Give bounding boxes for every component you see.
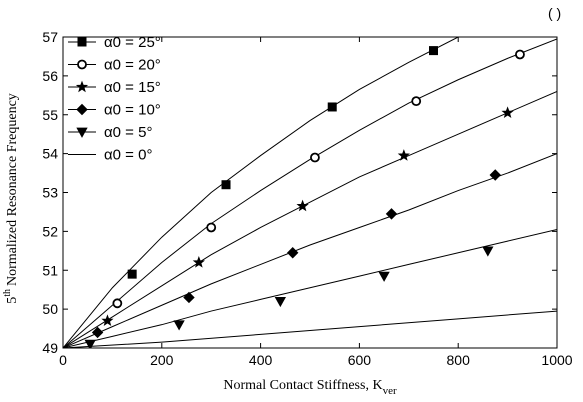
data-point-series-2	[101, 314, 114, 326]
x-tick-label: 400	[249, 352, 273, 368]
ticks-layer: 0 200 400 600 800 1000 49 50 51 52 53 54 55 56 57	[42, 29, 572, 368]
data-point-series-1	[206, 222, 217, 233]
data-point-series-1	[515, 49, 525, 60]
y-tick-label: 53	[42, 185, 58, 201]
data-point-series-2	[501, 106, 514, 119]
y-tick-label: 57	[42, 29, 58, 45]
y-tick-label: 51	[42, 262, 58, 278]
series-line-3	[63, 153, 557, 348]
y-tick-label: 56	[42, 68, 58, 84]
data-point-series-4	[274, 297, 287, 308]
x-tick-label: 1000	[541, 352, 572, 368]
series-line-1	[63, 38, 557, 348]
data-point-series-4	[173, 320, 185, 331]
data-point-series-2	[192, 256, 205, 268]
x-tick-label: 200	[150, 352, 174, 368]
data-point-series-0	[327, 102, 337, 112]
legend-label-0: α0 = 25°	[104, 34, 161, 51]
legend-label-1: α0 = 20°	[104, 57, 161, 74]
y-axis-label-main: Normalized Resonance Frequency	[5, 93, 20, 286]
legend-label-4: α0 = 5°	[104, 124, 152, 141]
y-tick-label: 50	[42, 301, 58, 317]
data-point-series-3	[287, 247, 299, 259]
series-line-2	[63, 90, 557, 348]
legend-marker-1	[77, 59, 87, 70]
legend-label-2: α0 = 15°	[104, 79, 161, 96]
y-tick-label: 54	[42, 146, 58, 162]
data-point-series-4	[84, 339, 96, 348]
series-layer	[63, 37, 557, 348]
x-tick-label: 600	[348, 352, 372, 368]
y-axis-label-lead: 5	[5, 297, 20, 304]
x-axis-label: Normal Contact Stiffness, Kver	[223, 378, 397, 397]
x-axis-label-subscript: ver	[383, 385, 397, 397]
x-axis-label-main: Normal Contact Stiffness, K	[223, 378, 382, 393]
y-axis-label-superscript: th	[2, 289, 13, 297]
data-point-series-4	[482, 246, 494, 257]
series-line-4	[63, 228, 557, 348]
data-point-series-3	[489, 169, 501, 181]
data-point-series-3	[91, 326, 104, 339]
data-point-series-2	[296, 199, 309, 212]
data-point-series-0	[127, 269, 137, 279]
x-tick-label: 0	[59, 352, 67, 368]
data-point-series-2	[397, 149, 410, 161]
data-point-series-1	[112, 298, 123, 309]
series-line-5	[63, 310, 557, 348]
legend-marker-0	[77, 37, 87, 47]
legend-marker-4	[76, 127, 88, 138]
data-point-series-1	[310, 152, 320, 163]
x-tick-label: 800	[447, 352, 471, 368]
legend: α0 = 25° α0 = 20° α0 = 15° α0 = 10° α0 = 5° α…	[68, 34, 161, 164]
data-point-series-4	[378, 271, 390, 282]
legend-marker-3	[76, 103, 88, 116]
data-point-series-3	[385, 208, 398, 220]
corner-label: ( )	[548, 5, 561, 21]
y-axis-label: 5th Normalized Resonance Frequency	[2, 93, 20, 304]
legend-marker-2	[75, 80, 89, 93]
y-tick-label: 49	[42, 340, 58, 356]
data-point-series-0	[429, 46, 438, 56]
y-tick-label: 52	[42, 223, 58, 239]
legend-label-5: α0 = 0°	[104, 147, 152, 164]
data-point-series-0	[221, 180, 231, 190]
data-point-series-1	[411, 96, 422, 107]
y-tick-label: 55	[42, 107, 58, 123]
legend-label-3: α0 = 10°	[104, 102, 161, 119]
data-point-series-3	[183, 291, 195, 304]
